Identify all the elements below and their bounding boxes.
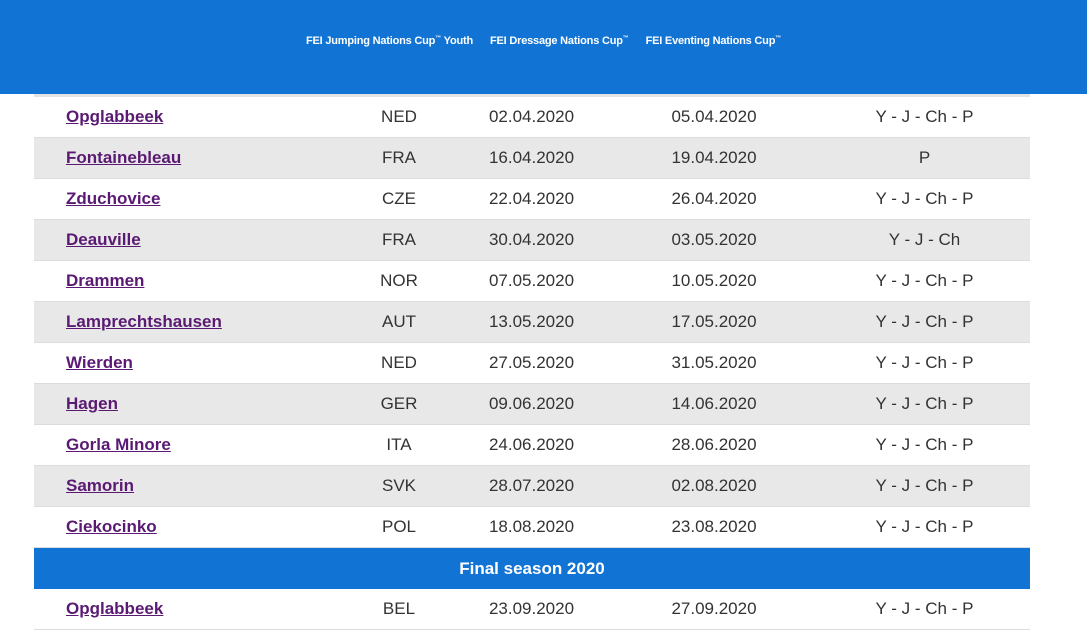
categories-cell: Y - J - Ch - P xyxy=(819,424,1030,466)
end-date-cell: 31.05.2020 xyxy=(609,342,819,384)
venue-link[interactable]: Opglabbeek xyxy=(66,599,164,618)
end-date-cell: 27.09.2020 xyxy=(609,589,819,630)
start-date-cell: 24.06.2020 xyxy=(454,424,609,466)
country-cell: GER xyxy=(344,383,454,425)
start-date-cell: 09.06.2020 xyxy=(454,383,609,425)
country-cell: FRA xyxy=(344,137,454,179)
country-cell: NED xyxy=(344,342,454,384)
country-cell: BEL xyxy=(344,589,454,630)
venue-link[interactable]: Fontainebleau xyxy=(66,148,182,167)
start-date-cell: 02.04.2020 xyxy=(454,97,609,138)
venue-link[interactable]: Wierden xyxy=(66,353,133,372)
end-date-cell: 23.08.2020 xyxy=(609,506,819,548)
table-row: Wierden NED 27.05.2020 31.05.2020 Y - J … xyxy=(34,342,1030,384)
venue-cell: Opglabbeek xyxy=(34,589,344,630)
venue-cell: Gorla Minore xyxy=(34,424,344,466)
categories-cell: Y - J - Ch - P xyxy=(819,383,1030,425)
venue-link[interactable]: Gorla Minore xyxy=(66,435,171,454)
nav-jumping-nations-cup-youth[interactable]: FEI Jumping Nations Cup™ Youth xyxy=(305,35,474,47)
venue-cell: Wierden xyxy=(34,342,344,384)
nav-dressage-nations-cup[interactable]: FEI Dressage Nations Cup™ xyxy=(490,35,629,47)
start-date-cell: 28.07.2020 xyxy=(454,465,609,507)
categories-cell: Y - J - Ch - P xyxy=(819,589,1030,630)
start-date-cell: 23.09.2020 xyxy=(454,589,609,630)
final-season-heading: Final season 2020 xyxy=(34,547,1030,589)
end-date-cell: 17.05.2020 xyxy=(609,301,819,343)
venue-link[interactable]: Samorin xyxy=(66,476,135,495)
end-date-cell: 03.05.2020 xyxy=(609,219,819,261)
venue-link[interactable]: Hagen xyxy=(66,394,118,413)
table-row: Gorla Minore ITA 24.06.2020 28.06.2020 Y… xyxy=(34,424,1030,466)
start-date-cell: 18.08.2020 xyxy=(454,506,609,548)
start-date-cell: 22.04.2020 xyxy=(454,178,609,220)
site-header: FEI Jumping Nations Cup™ Youth FEI Dress… xyxy=(0,0,1087,94)
table-row: Drammen NOR 07.05.2020 10.05.2020 Y - J … xyxy=(34,260,1030,302)
table-row: Fontainebleau FRA 16.04.2020 19.04.2020 … xyxy=(34,137,1030,179)
start-date-cell: 16.04.2020 xyxy=(454,137,609,179)
country-cell: FRA xyxy=(344,219,454,261)
categories-cell: Y - J - Ch - P xyxy=(819,465,1030,507)
table-row: Opglabbeek BEL 23.09.2020 27.09.2020 Y -… xyxy=(34,589,1030,630)
start-date-cell: 30.04.2020 xyxy=(454,219,609,261)
venue-cell: Zduchovice xyxy=(34,178,344,220)
country-cell: SVK xyxy=(344,465,454,507)
table-row: Hagen GER 09.06.2020 14.06.2020 Y - J - … xyxy=(34,383,1030,425)
categories-cell: Y - J - Ch - P xyxy=(819,97,1030,138)
table-row: Samorin SVK 28.07.2020 02.08.2020 Y - J … xyxy=(34,465,1030,507)
table-row: Opglabbeek NED 02.04.2020 05.04.2020 Y -… xyxy=(34,97,1030,138)
categories-cell: Y - J - Ch - P xyxy=(819,342,1030,384)
categories-cell: Y - J - Ch - P xyxy=(819,506,1030,548)
table-row: Deauville FRA 30.04.2020 03.05.2020 Y - … xyxy=(34,219,1030,261)
start-date-cell: 13.05.2020 xyxy=(454,301,609,343)
venue-cell: Drammen xyxy=(34,260,344,302)
country-cell: NED xyxy=(344,97,454,138)
end-date-cell: 28.06.2020 xyxy=(609,424,819,466)
categories-cell: Y - J - Ch - P xyxy=(819,260,1030,302)
nav-eventing-nations-cup[interactable]: FEI Eventing Nations Cup™ xyxy=(645,35,782,47)
venue-cell: Hagen xyxy=(34,383,344,425)
country-cell: CZE xyxy=(344,178,454,220)
start-date-cell: 07.05.2020 xyxy=(454,260,609,302)
country-cell: AUT xyxy=(344,301,454,343)
end-date-cell: 26.04.2020 xyxy=(609,178,819,220)
venue-cell: Samorin xyxy=(34,465,344,507)
venue-link[interactable]: Zduchovice xyxy=(66,189,161,208)
venue-cell: Lamprechtshausen xyxy=(34,301,344,343)
start-date-cell: 27.05.2020 xyxy=(454,342,609,384)
categories-cell: Y - J - Ch xyxy=(819,219,1030,261)
events-calendar: Opglabbeek NED 02.04.2020 05.04.2020 Y -… xyxy=(34,94,1030,630)
categories-cell: Y - J - Ch - P xyxy=(819,301,1030,343)
end-date-cell: 19.04.2020 xyxy=(609,137,819,179)
categories-cell: P xyxy=(819,137,1030,179)
end-date-cell: 10.05.2020 xyxy=(609,260,819,302)
end-date-cell: 02.08.2020 xyxy=(609,465,819,507)
venue-link[interactable]: Lamprechtshausen xyxy=(66,312,222,331)
table-row: Lamprechtshausen AUT 13.05.2020 17.05.20… xyxy=(34,301,1030,343)
country-cell: POL xyxy=(344,506,454,548)
venue-link[interactable]: Drammen xyxy=(66,271,145,290)
categories-cell: Y - J - Ch - P xyxy=(819,178,1030,220)
end-date-cell: 05.04.2020 xyxy=(609,97,819,138)
table-top-rule xyxy=(34,94,1030,97)
country-cell: NOR xyxy=(344,260,454,302)
table-row: Ciekocinko POL 18.08.2020 23.08.2020 Y -… xyxy=(34,506,1030,548)
venue-link[interactable]: Deauville xyxy=(66,230,141,249)
venue-cell: Ciekocinko xyxy=(34,506,344,548)
venue-cell: Fontainebleau xyxy=(34,137,344,179)
country-cell: ITA xyxy=(344,424,454,466)
header-nav: FEI Jumping Nations Cup™ Youth FEI Dress… xyxy=(0,35,1087,51)
events-table: Opglabbeek NED 02.04.2020 05.04.2020 Y -… xyxy=(34,97,1030,630)
venue-cell: Deauville xyxy=(34,219,344,261)
table-row: Zduchovice CZE 22.04.2020 26.04.2020 Y -… xyxy=(34,178,1030,220)
season-heading-row: Final season 2020 xyxy=(34,547,1030,589)
venue-link[interactable]: Opglabbeek xyxy=(66,107,164,126)
venue-cell: Opglabbeek xyxy=(34,97,344,138)
venue-link[interactable]: Ciekocinko xyxy=(66,517,157,536)
end-date-cell: 14.06.2020 xyxy=(609,383,819,425)
